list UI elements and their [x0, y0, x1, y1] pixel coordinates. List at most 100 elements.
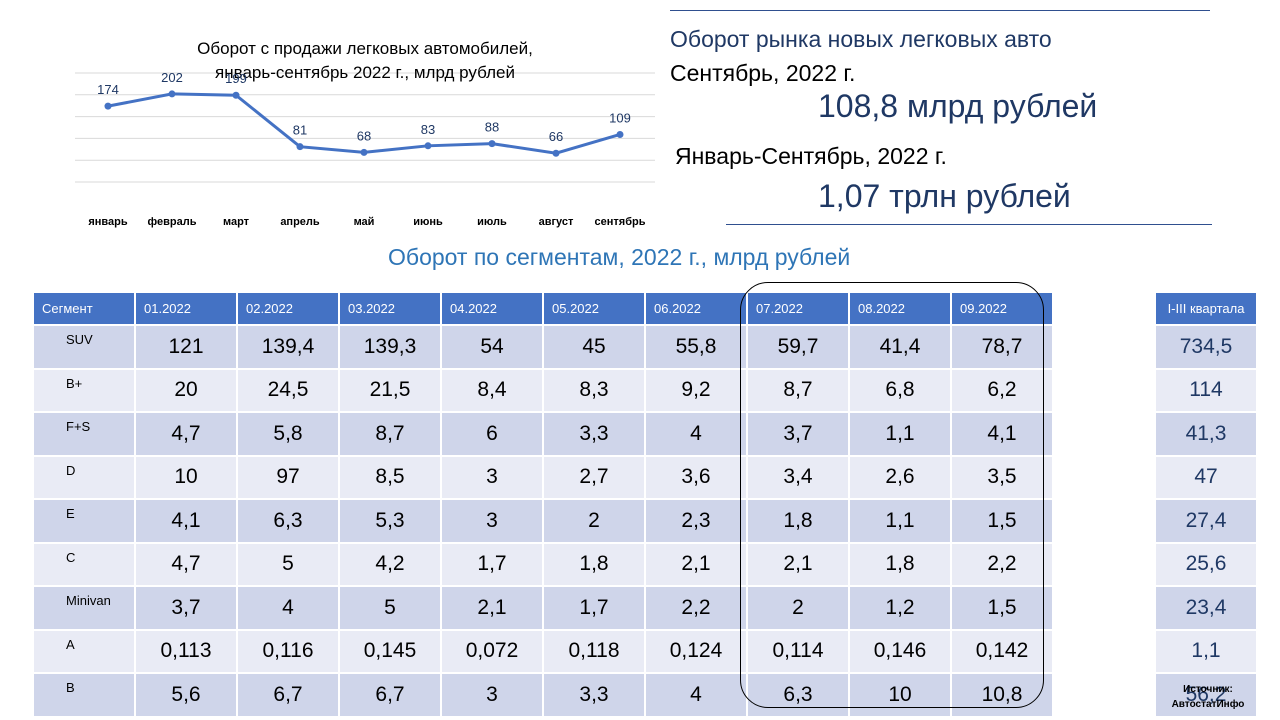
value-cell: 2 [544, 500, 644, 542]
value-cell: 6,8 [850, 369, 950, 411]
row-gap [1054, 587, 1154, 629]
value-cell: 0,146 [850, 630, 950, 672]
value-cell: 1,5 [952, 587, 1052, 629]
chart-title-line2: январь-сентябрь 2022 г., млрд рублей [215, 63, 515, 82]
data-label: 174 [97, 82, 119, 97]
total-cell: 56,2 [1156, 674, 1256, 716]
value-cell: 1,7 [544, 587, 644, 629]
value-cell: 2,7 [544, 456, 644, 498]
value-cell: 8,7 [340, 413, 440, 455]
value-cell: 41,4 [850, 326, 950, 368]
chart-title-line1: Оборот с продажи легковых автомобилей, [197, 39, 533, 58]
chart-value-labels: 174 202 199 81 68 83 88 66 109 [97, 70, 631, 144]
segment-name-cell: E [34, 500, 134, 542]
source-name: АвтостатИнфо [1171, 699, 1245, 710]
table-row: A 0,113 0,116 0,145 0,072 0,118 0,124 0,114 0,14… [34, 630, 1256, 672]
value-cell: 1,8 [850, 543, 950, 585]
segment-name-cell: D [34, 456, 134, 498]
value-cell: 3,7 [748, 413, 848, 455]
header-cell: 08.2022 [850, 293, 950, 324]
value-cell: 3,3 [544, 413, 644, 455]
value-cell: 1,8 [748, 500, 848, 542]
table-row: E 4,1 6,3 5,3 3 2 2,3 1,8 1,1 1,5 27,4 [34, 500, 1256, 542]
total-cell: 23,4 [1156, 587, 1256, 629]
value-cell: 8,7 [748, 369, 848, 411]
total-cell: 25,6 [1156, 543, 1256, 585]
value-cell: 3 [442, 456, 542, 498]
row-gap [1054, 369, 1154, 411]
value-cell: 4 [238, 587, 338, 629]
source-label: Источник: [1183, 684, 1233, 695]
header-cell: 06.2022 [646, 293, 746, 324]
value-cell: 3,6 [646, 456, 746, 498]
total-cell: 734,5 [1156, 326, 1256, 368]
value-cell: 2 [748, 587, 848, 629]
top-divider [670, 10, 1210, 11]
value-cell: 4,7 [136, 543, 236, 585]
market-ytd-label: Январь-Сентябрь, 2022 г. [675, 143, 947, 169]
header-cell: 05.2022 [544, 293, 644, 324]
header-gap [1054, 293, 1154, 324]
value-cell: 4 [646, 413, 746, 455]
category-label: август [539, 216, 574, 228]
value-cell: 3 [442, 674, 542, 716]
value-cell: 4,1 [952, 413, 1052, 455]
value-cell: 3,7 [136, 587, 236, 629]
value-cell: 2,2 [952, 543, 1052, 585]
value-cell: 45 [544, 326, 644, 368]
value-cell: 5,3 [340, 500, 440, 542]
value-cell: 2,6 [850, 456, 950, 498]
value-cell: 0,145 [340, 630, 440, 672]
category-label: июнь [413, 216, 443, 228]
total-cell: 27,4 [1156, 500, 1256, 542]
bottom-divider [726, 224, 1212, 225]
table-row: Minivan 3,7 4 5 2,1 1,7 2,2 2 1,2 1,5 23,4 [34, 587, 1256, 629]
value-cell: 8,4 [442, 369, 542, 411]
value-cell: 1,7 [442, 543, 542, 585]
segment-name-cell: B+ [34, 369, 134, 411]
total-cell: 41,3 [1156, 413, 1256, 455]
value-cell: 5 [340, 587, 440, 629]
value-cell: 1,5 [952, 500, 1052, 542]
total-cell: 47 [1156, 456, 1256, 498]
table-row: B 5,6 6,7 6,7 3 3,3 4 6,3 10 10,8 56,2 [34, 674, 1256, 716]
data-label: 68 [357, 128, 371, 143]
value-cell: 3 [442, 500, 542, 542]
value-cell: 10 [136, 456, 236, 498]
data-point [232, 91, 240, 99]
segments-table: Сегмент 01.2022 02.2022 03.2022 04.2022 … [32, 291, 1258, 718]
data-point [360, 148, 368, 156]
category-label: январь [88, 216, 128, 228]
value-cell: 55,8 [646, 326, 746, 368]
data-label: 66 [549, 129, 563, 144]
value-cell: 10,8 [952, 674, 1052, 716]
value-cell: 2,1 [442, 587, 542, 629]
data-label: 81 [293, 123, 307, 138]
value-cell: 0,142 [952, 630, 1052, 672]
header-cell: 04.2022 [442, 293, 542, 324]
header-cell: 03.2022 [340, 293, 440, 324]
sales-line-chart: Оборот с продажи легковых автомобилей, я… [75, 39, 655, 228]
value-cell: 0,113 [136, 630, 236, 672]
value-cell: 0,124 [646, 630, 746, 672]
category-label: июль [477, 216, 507, 228]
header-cell: 09.2022 [952, 293, 1052, 324]
segment-name-cell: B [34, 674, 134, 716]
data-point [488, 140, 496, 148]
market-ytd-value: 1,07 трлн рублей [818, 178, 1071, 214]
category-label: сентябрь [595, 216, 646, 228]
header-cell: 02.2022 [238, 293, 338, 324]
segment-name-cell: C [34, 543, 134, 585]
table-row: F+S 4,7 5,8 8,7 6 3,3 4 3,7 1,1 4,1 41,3 [34, 413, 1256, 455]
value-cell: 6,3 [748, 674, 848, 716]
value-cell: 6,2 [952, 369, 1052, 411]
series-line [107, 92, 621, 155]
value-cell: 1,1 [850, 500, 950, 542]
value-cell: 21,5 [340, 369, 440, 411]
value-cell: 3,3 [544, 674, 644, 716]
value-cell: 0,072 [442, 630, 542, 672]
value-cell: 0,114 [748, 630, 848, 672]
chart-category-labels: январь февраль март апрель май июнь июль август… [88, 216, 645, 228]
data-point [296, 143, 304, 151]
value-cell: 24,5 [238, 369, 338, 411]
